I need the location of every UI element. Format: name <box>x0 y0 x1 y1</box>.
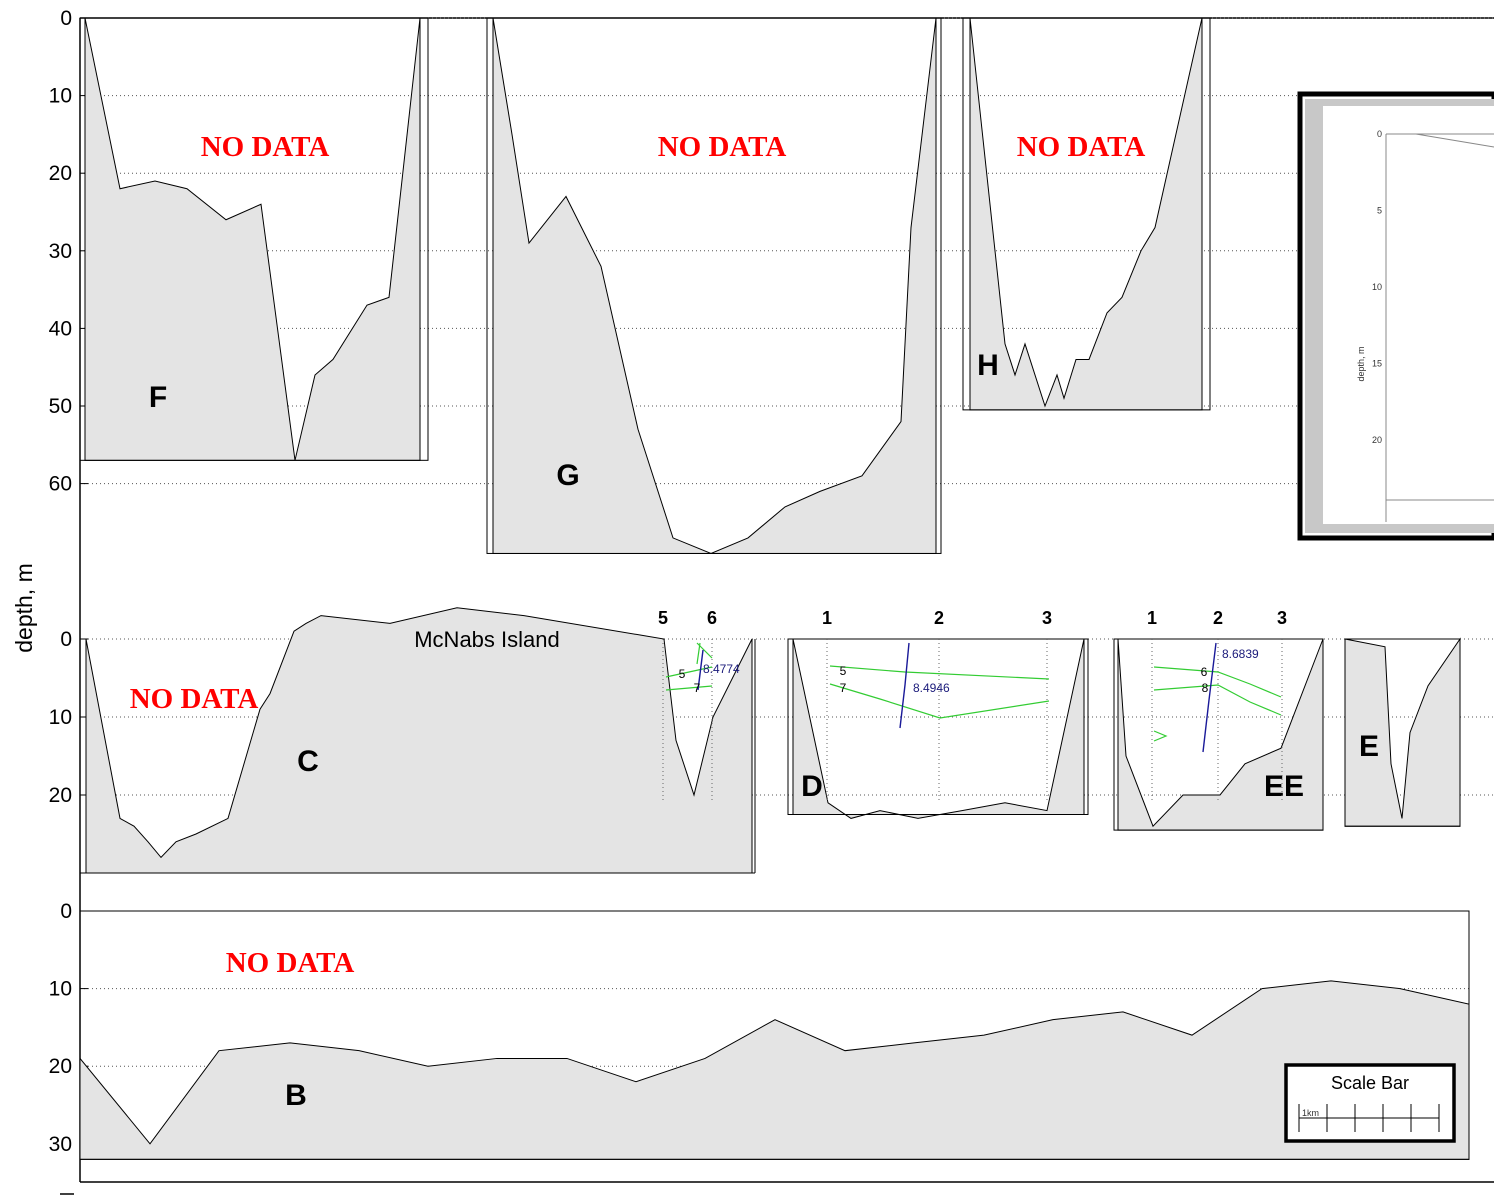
scale-bar-title: Scale Bar <box>1331 1073 1409 1093</box>
station-label: 5 <box>658 608 668 628</box>
no-data-label: NO DATA <box>658 131 787 163</box>
y-tick-label: 20 <box>49 784 72 807</box>
section-label: D <box>801 770 823 803</box>
contour-level-label: 5 <box>840 664 847 678</box>
y-tick-label: 30 <box>49 1133 72 1156</box>
section-label: C <box>297 745 319 778</box>
contour-value-label: 8.4774 <box>703 662 740 676</box>
y-tick-labels: 0 10 20 30 40 50 60 0 10 20 0 10 20 30 <box>49 7 72 1156</box>
section-frame <box>486 17 942 554</box>
contour-level-label: 7 <box>694 681 701 695</box>
y-tick-label: 10 <box>49 85 72 108</box>
scale-bar: Scale Bar 1km <box>1284 1063 1456 1143</box>
section-label: F <box>149 381 167 414</box>
isoline <box>829 683 1050 719</box>
no-data-label: NO DATA <box>130 683 259 715</box>
seabed-profile <box>84 17 421 461</box>
station-label: 1 <box>1147 608 1157 628</box>
y-tick-label: 30 <box>49 240 72 263</box>
y-tick-label: 20 <box>49 162 72 185</box>
island-label: McNabs Island <box>414 627 560 652</box>
section-label: H <box>977 349 999 382</box>
y-tick-label: 0 <box>60 628 72 651</box>
contour-level-label: 6 <box>1201 665 1208 679</box>
isoline <box>1153 730 1168 742</box>
section-b: B NO DATA <box>79 910 1470 1160</box>
station-label: 3 <box>1277 608 1287 628</box>
isoline <box>829 665 1050 680</box>
value-contour <box>1202 642 1217 753</box>
y-tick-label: 10 <box>49 706 72 729</box>
value-contour <box>697 649 704 691</box>
section-frame <box>79 17 429 461</box>
station-label: 2 <box>934 608 944 628</box>
y-tick-label: 10 <box>49 978 72 1001</box>
section-h: H NO DATA <box>962 17 1211 411</box>
inset-tick-label: 15 <box>1372 359 1382 369</box>
contour-value-label: 8.6839 <box>1222 647 1259 661</box>
y-tick-label: 40 <box>49 317 72 340</box>
section-f: F NO DATA <box>79 17 429 461</box>
contour-level-label: 7 <box>840 681 847 695</box>
seabed-profile <box>85 607 753 874</box>
value-contour <box>899 642 910 729</box>
seabed-profile <box>492 17 937 554</box>
station-label: 6 <box>707 608 717 628</box>
inset-tick-label: 20 <box>1372 435 1382 445</box>
inset-y-label: depth, m <box>1356 346 1366 381</box>
y-tick-label: 0 <box>60 900 72 923</box>
section-label: B <box>285 1079 307 1112</box>
section-frame <box>787 638 1089 815</box>
y-tick-label: 20 <box>49 1055 72 1078</box>
isoline <box>1153 684 1282 716</box>
section-label: E <box>1359 730 1379 763</box>
section-frame <box>962 17 1211 411</box>
y-tick-label: 50 <box>49 395 72 418</box>
contour-value-label: 8.4946 <box>913 681 950 695</box>
y-axis-label: depth, m <box>11 563 37 653</box>
section-g: G NO DATA <box>486 17 942 554</box>
scale-bar-unit: 1km <box>1302 1108 1319 1118</box>
section-label: EE <box>1264 770 1304 803</box>
section-frame <box>1344 638 1461 827</box>
station-label: 1 <box>822 608 832 628</box>
isoline <box>1153 666 1282 698</box>
section-e: E <box>1344 637 1461 827</box>
contour-level-label: 8 <box>1202 681 1209 695</box>
scale-bar-ticks <box>1298 1104 1440 1132</box>
no-data-label: NO DATA <box>226 947 355 979</box>
seabed-profile <box>969 17 1203 411</box>
station-label: 2 <box>1213 608 1223 628</box>
inset-tick-labels: 0 5 10 15 20 <box>1372 129 1382 445</box>
seabed-profile <box>79 980 1470 1160</box>
section-d: D 1 2 3 5 7 8.4946 <box>787 608 1089 819</box>
y-tick-label: 60 <box>49 473 72 496</box>
y-tick-label: 0 <box>60 7 72 30</box>
contour-level-label: 5 <box>679 667 686 681</box>
inset-tick-label: 0 <box>1377 129 1382 139</box>
inset-panel: 0 5 10 15 20 depth, m <box>1297 91 1494 541</box>
isoline <box>665 666 713 678</box>
isoline <box>696 642 701 665</box>
inset-tick-label: 5 <box>1377 206 1382 216</box>
isoline <box>665 685 713 691</box>
section-label: G <box>556 459 579 492</box>
section-ee: EE 1 2 3 6 8 8.6839 <box>1113 608 1324 831</box>
inset-tick-label: 10 <box>1372 282 1382 292</box>
station-label: 3 <box>1042 608 1052 628</box>
no-data-label: NO DATA <box>201 131 330 163</box>
sections: F NO DATA G NO DATA H NO DATA C NO DATA 5 6 McNabs… <box>79 17 1470 1160</box>
no-data-label: NO DATA <box>1017 131 1146 163</box>
section-frame <box>79 910 1470 1160</box>
